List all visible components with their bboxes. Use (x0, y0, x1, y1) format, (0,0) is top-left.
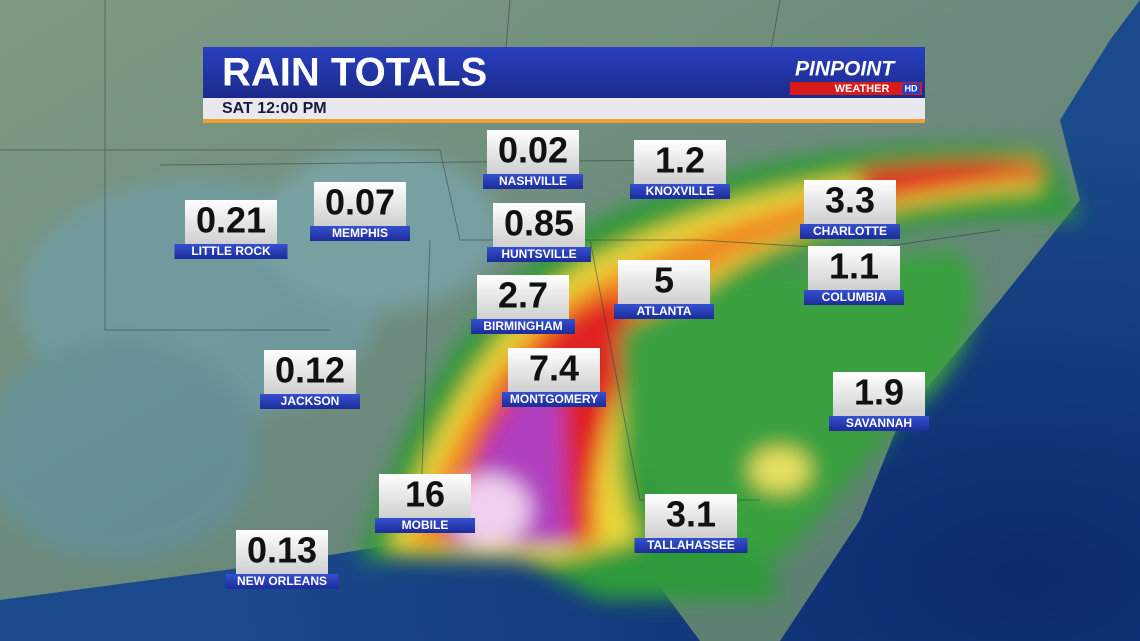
city-label: 3.3 CHARLOTTE (800, 180, 900, 239)
city-label: 1.9 SAVANNAH (829, 372, 929, 431)
rain-total: 7.4 (529, 348, 579, 389)
city-name: CHARLOTTE (813, 224, 887, 238)
name-bar (471, 319, 575, 334)
city-name: LITTLE ROCK (191, 244, 271, 258)
rain-total: 1.2 (655, 140, 705, 181)
rain-total: 0.85 (504, 203, 574, 244)
city-label: 0.85 HUNTSVILLE (487, 203, 591, 262)
name-bar (260, 394, 360, 409)
rain-total: 5 (654, 260, 674, 301)
city-label: 16 MOBILE (375, 474, 475, 533)
total-box (314, 182, 406, 226)
city-label: 0.07 MEMPHIS (310, 182, 410, 241)
title: RAIN TOTALS (222, 51, 487, 95)
total-box (804, 180, 896, 224)
total-box (645, 494, 737, 538)
city-name: MEMPHIS (332, 226, 388, 240)
city-name: ATLANTA (637, 304, 692, 318)
logo-brand: PINPOINT (795, 58, 896, 81)
city-label: 1.2 KNOXVILLE (630, 140, 730, 199)
city-name: SAVANNAH (846, 416, 912, 430)
name-bar (375, 518, 475, 533)
city-label: 1.1 COLUMBIA (804, 246, 904, 305)
name-bar (634, 538, 748, 553)
rain-total: 16 (405, 474, 445, 515)
rain-total: 3.1 (666, 494, 716, 535)
city-label: 7.4 MONTGOMERY (502, 348, 606, 407)
city-name: BIRMINGHAM (483, 319, 562, 333)
city-name: NEW ORLEANS (237, 574, 327, 588)
name-bar (174, 244, 288, 259)
city-name: KNOXVILLE (646, 184, 715, 198)
city-labels: 0.02 NASHVILLE 1.2 KNOXVILLE 0.21 LITTLE ROCK… (174, 130, 929, 589)
logo-badge-bg (902, 83, 920, 94)
name-bar (310, 226, 410, 241)
rain-total: 0.12 (275, 350, 345, 391)
name-bar (483, 174, 583, 189)
city-label: 0.12 JACKSON (260, 350, 360, 409)
name-bar (630, 184, 730, 199)
rain-total: 0.02 (498, 130, 568, 171)
city-label: 5 ATLANTA (614, 260, 714, 319)
total-box (185, 200, 277, 244)
name-bar (800, 224, 900, 239)
rain-total: 0.21 (196, 200, 266, 241)
name-bar (614, 304, 714, 319)
total-box (833, 372, 925, 416)
name-bar (225, 574, 339, 589)
total-box (634, 140, 726, 184)
rain-total: 1.9 (854, 372, 904, 413)
total-box (508, 348, 600, 392)
total-box (487, 130, 579, 174)
city-name: JACKSON (281, 394, 340, 408)
logo-bar (790, 82, 922, 95)
city-name: NASHVILLE (499, 174, 567, 188)
rain-total: 0.07 (325, 182, 395, 223)
timestamp: SAT 12:00 PM (222, 100, 327, 117)
rain-total: 1.1 (829, 246, 879, 287)
city-label: 0.02 NASHVILLE (483, 130, 583, 189)
total-box (236, 530, 328, 574)
total-box (477, 275, 569, 319)
city-name: MONTGOMERY (510, 392, 598, 406)
total-box (493, 203, 585, 247)
rain-total: 2.7 (498, 275, 548, 316)
city-label: 0.13 NEW ORLEANS (225, 530, 339, 589)
name-bar (502, 392, 606, 407)
rain-total: 0.13 (247, 530, 317, 571)
name-bar (829, 416, 929, 431)
accent-line (203, 119, 925, 123)
logo-badge: HD (905, 83, 918, 93)
total-box (379, 474, 471, 518)
city-name: COLUMBIA (822, 290, 887, 304)
city-label: 2.7 BIRMINGHAM (471, 275, 575, 334)
name-bar (804, 290, 904, 305)
city-name: MOBILE (402, 518, 449, 532)
rain-total: 3.3 (825, 180, 875, 221)
city-label: 0.21 LITTLE ROCK (174, 200, 288, 259)
time-bar (203, 98, 925, 120)
city-label: 3.1 TALLAHASSEE (634, 494, 748, 553)
city-name: HUNTSVILLE (501, 247, 576, 261)
name-bar (487, 247, 591, 262)
total-box (264, 350, 356, 394)
total-box (808, 246, 900, 290)
header: RAIN TOTALS SAT 12:00 PM PINPOINT WEATHE… (203, 47, 925, 123)
city-name: TALLAHASSEE (647, 538, 735, 552)
logo-sub: WEATHER (835, 83, 890, 95)
total-box (618, 260, 710, 304)
